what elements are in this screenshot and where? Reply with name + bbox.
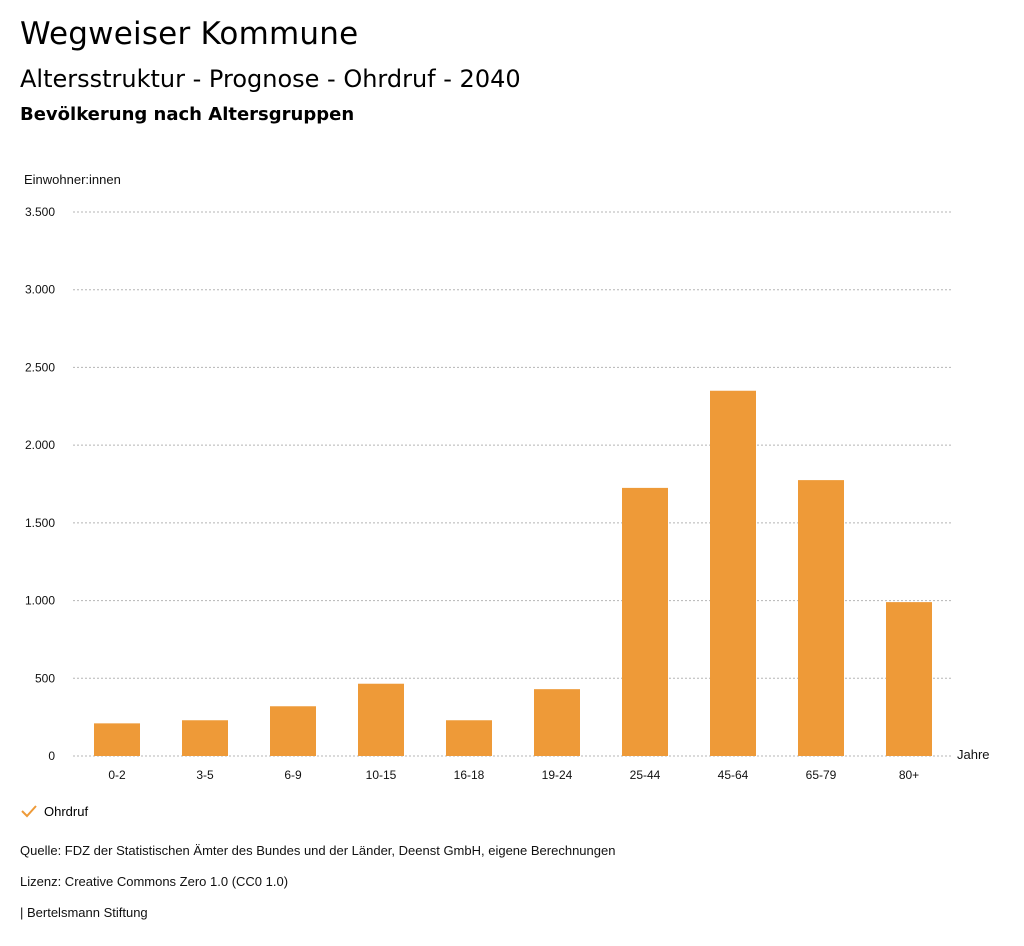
- x-tick-label: 19-24: [542, 768, 573, 782]
- x-axis-label: Jahre: [957, 747, 990, 762]
- x-tick-label: 16-18: [454, 768, 485, 782]
- bar-chart: Einwohner:innen Jahre 0 500 1.000 1.500 2.00…: [24, 172, 990, 782]
- publisher-note: | Bertelsmann Stiftung: [20, 905, 148, 920]
- y-tick-label: 3.500: [25, 205, 55, 219]
- y-tick-label: 500: [35, 671, 55, 685]
- y-axis-label: Einwohner:innen: [24, 172, 121, 187]
- bar-10-15[interactable]: [358, 683, 404, 756]
- bars: [94, 390, 932, 756]
- x-tick-label: 6-9: [284, 768, 302, 782]
- x-tick-label: 65-79: [806, 768, 837, 782]
- x-tick-label: 80+: [899, 768, 919, 782]
- y-tick-label: 2.500: [25, 360, 55, 374]
- legend[interactable]: Ohrdruf: [20, 803, 88, 819]
- y-tick-labels: 0 500 1.000 1.500 2.000 2.500 3.000 3.500: [25, 205, 55, 763]
- bar-6-9[interactable]: [270, 706, 316, 756]
- x-tick-label: 3-5: [196, 768, 214, 782]
- page-subtitle: Altersstruktur - Prognose - Ohrdruf - 20…: [20, 65, 521, 93]
- page-title: Wegweiser Kommune: [20, 16, 359, 52]
- y-tick-label: 3.000: [25, 283, 55, 297]
- y-tick-label: 1.000: [25, 594, 55, 608]
- source-note: Quelle: FDZ der Statistischen Ämter des …: [20, 843, 616, 858]
- bar-45-64[interactable]: [710, 390, 756, 756]
- license-note: Lizenz: Creative Commons Zero 1.0 (CC0 1…: [20, 874, 289, 889]
- bar-80+[interactable]: [886, 602, 932, 756]
- chart-title: Bevölkerung nach Altersgruppen: [20, 104, 355, 125]
- y-tick-label: 2.000: [25, 438, 55, 452]
- x-tick-label: 45-64: [718, 768, 749, 782]
- legend-label-ohrdruf: Ohrdruf: [44, 803, 89, 819]
- x-tick-labels: 0-2 3-5 6-9 10-15 16-18 19-24 25-44 45-64 65-79 8…: [108, 768, 919, 782]
- y-tick-label: 1.500: [25, 516, 55, 530]
- bar-16-18[interactable]: [446, 720, 492, 756]
- bar-3-5[interactable]: [182, 720, 228, 756]
- x-tick-label: 0-2: [108, 768, 126, 782]
- bar-65-79[interactable]: [798, 480, 844, 756]
- bar-19-24[interactable]: [534, 689, 580, 756]
- bar-25-44[interactable]: [622, 487, 668, 756]
- x-tick-label: 25-44: [630, 768, 661, 782]
- checkmark-icon: [21, 805, 37, 818]
- x-tick-label: 10-15: [366, 768, 397, 782]
- y-tick-label: 0: [48, 749, 55, 763]
- bar-0-2[interactable]: [94, 723, 140, 756]
